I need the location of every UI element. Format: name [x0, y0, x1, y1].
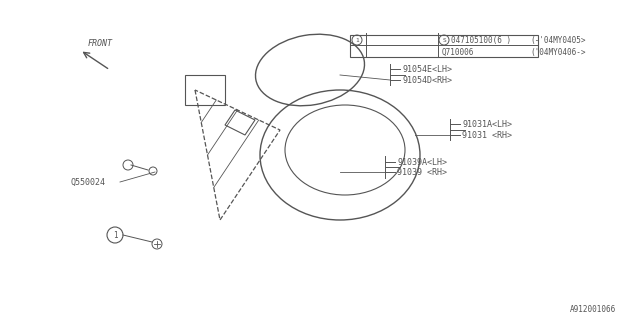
Text: ('04MY0406->: ('04MY0406-> — [530, 47, 586, 57]
Bar — [350, 35, 538, 57]
Text: 91031 <RH>: 91031 <RH> — [462, 131, 512, 140]
Text: 91039A<LH>: 91039A<LH> — [397, 157, 447, 166]
Text: 91039 <RH>: 91039 <RH> — [397, 167, 447, 177]
Text: 1: 1 — [113, 230, 117, 239]
Text: Q550024: Q550024 — [70, 178, 105, 187]
Text: 91054E<LH>: 91054E<LH> — [402, 65, 452, 74]
Text: 91054D<RH>: 91054D<RH> — [402, 76, 452, 84]
Text: 1: 1 — [355, 37, 359, 43]
Text: 91031A<LH>: 91031A<LH> — [462, 119, 512, 129]
Text: 047105100(6 ): 047105100(6 ) — [451, 36, 511, 44]
Text: (-'04MY0405>: (-'04MY0405> — [530, 36, 586, 44]
Text: FRONT: FRONT — [88, 38, 113, 47]
Text: S: S — [442, 37, 446, 43]
Text: Q710006: Q710006 — [442, 47, 474, 57]
Text: A912001066: A912001066 — [570, 306, 616, 315]
